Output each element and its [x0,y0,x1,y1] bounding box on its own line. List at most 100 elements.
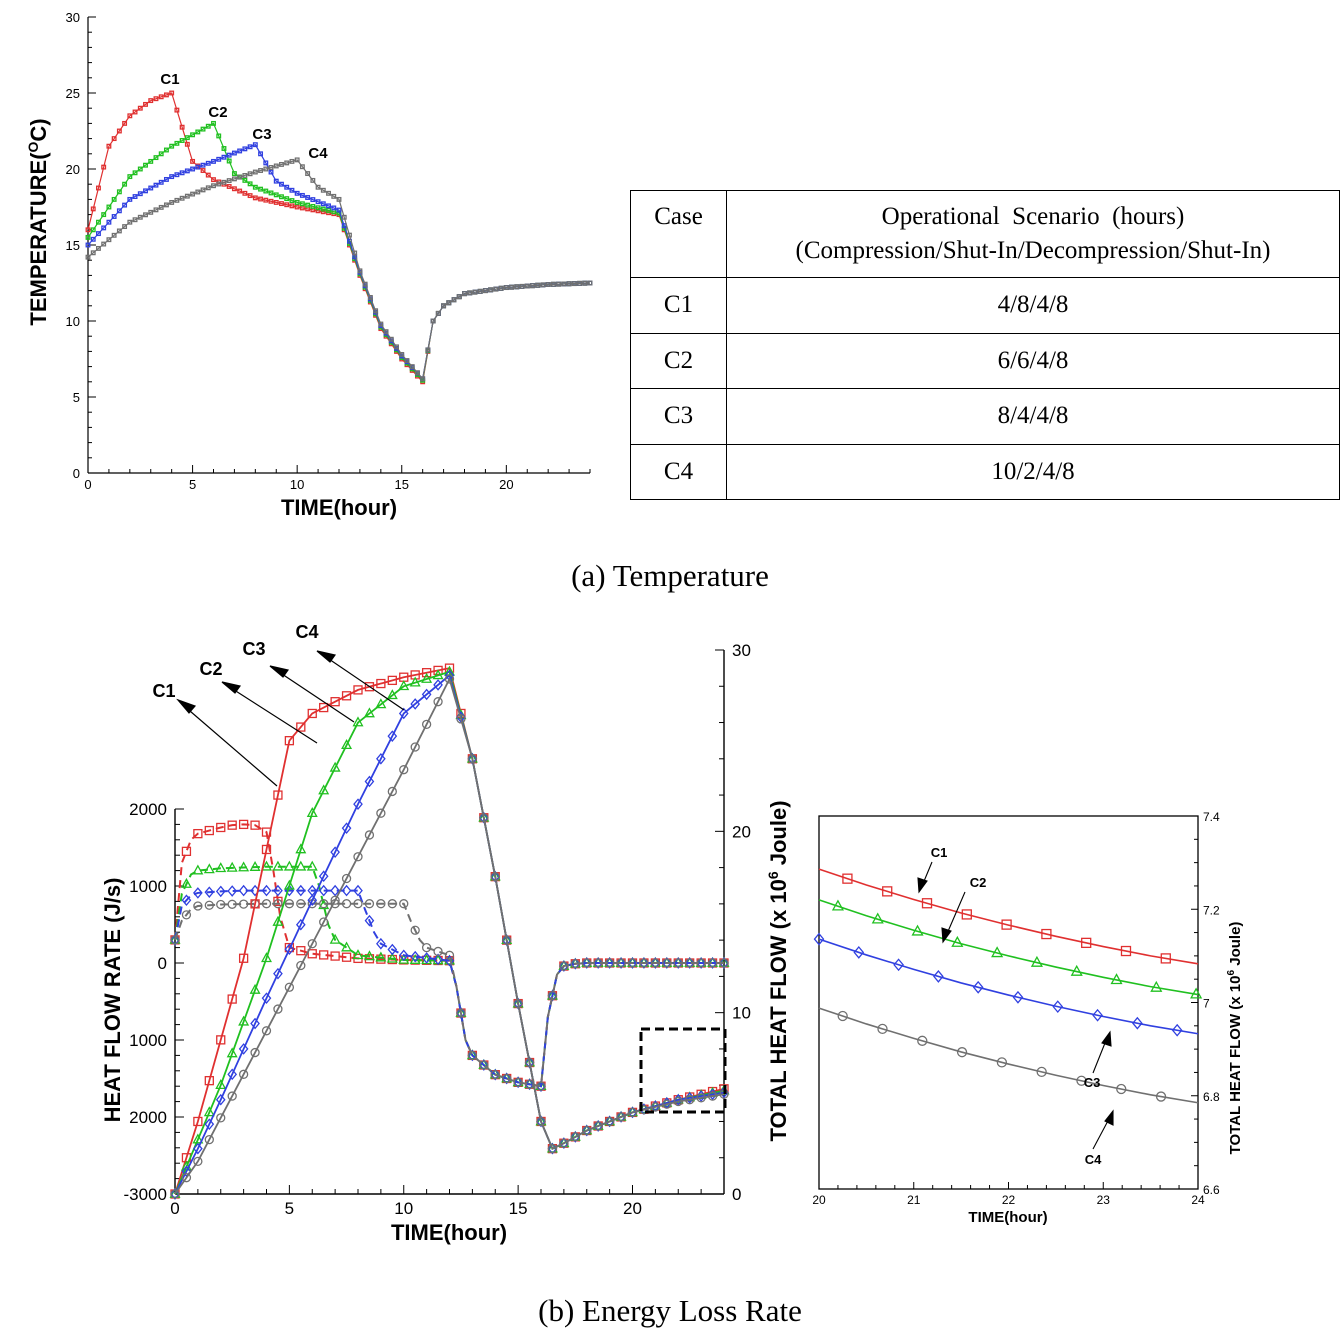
y-tick-label: 2000 [129,1108,167,1127]
data-point [364,899,375,909]
data-point [466,1049,478,1060]
data-point [242,190,248,196]
data-point [227,885,238,897]
data-point [661,957,672,969]
data-point [205,160,211,166]
data-point [673,1096,683,1107]
data-point [190,158,196,164]
series-line [87,122,591,382]
data-point [524,283,530,289]
data-point [221,154,227,160]
data-point [329,933,341,944]
data-point [421,688,432,701]
data-point [502,1073,512,1084]
data-point [250,1017,260,1030]
data-point [90,227,96,233]
data-point [1001,919,1012,930]
data-point [330,697,340,707]
y-tick-label: 5 [73,390,80,405]
data-point [204,886,215,898]
data-point [174,172,180,178]
data-point [593,1121,603,1131]
data-point [216,822,226,833]
y-tick-label: 0 [158,954,167,973]
data-point [204,1134,214,1145]
data-point [116,208,122,214]
data-point [96,245,101,251]
data-point [559,961,569,971]
data-point [85,227,91,233]
data-point [85,242,91,248]
data-point [446,300,452,306]
y-tick-label: 10 [66,314,80,329]
data-point [153,155,159,161]
data-point [215,862,227,873]
data-point [456,294,462,300]
x-axis-label: TIME(hour) [281,495,397,520]
data-point [467,1050,478,1061]
data-point [231,150,237,156]
series-c2 [85,120,593,383]
data-point [101,241,107,247]
data-point [467,290,473,296]
data-point [137,214,143,220]
data-point [190,191,196,197]
x-tick-label: 22 [1002,1193,1016,1207]
data-point [1041,928,1052,940]
data-point [435,310,441,316]
data-point [376,678,386,689]
data-point [326,207,331,213]
data-point [315,184,321,190]
data-point [227,899,237,909]
data-point [294,199,300,205]
y-tick-label: -3000 [124,1185,167,1204]
data-point [158,94,164,100]
data-point [399,765,409,775]
data-point [181,846,192,857]
data-point [536,1081,546,1091]
data-point [190,132,196,138]
data-point [252,195,258,201]
data-point [933,970,944,983]
data-point [582,280,588,286]
data-point [559,960,569,972]
data-point [295,843,307,854]
label-c4: C4 [1085,1152,1102,1167]
data-point [871,912,884,924]
data-point [341,822,352,834]
data-point [279,194,284,200]
data-point [268,169,274,175]
data-point [258,151,264,157]
x-tick-label: 15 [395,477,409,492]
data-point [238,899,249,909]
data-point [577,280,582,286]
data-point [169,199,175,205]
data-point [462,291,467,297]
data-point [211,158,216,164]
data-point [813,932,825,946]
data-point [221,179,227,185]
data-point [315,205,321,211]
data-point [1030,955,1043,967]
data-point [273,199,279,205]
data-point [294,190,300,196]
data-point [174,197,180,203]
data-point [148,158,154,164]
data-point [179,138,185,143]
series-line [818,1007,1199,1104]
data-point [273,899,283,909]
data-point [582,958,592,968]
data-point [205,185,211,191]
inset-series-c4 [818,1007,1199,1104]
data-point [696,1093,706,1103]
total-series-c1 [170,663,729,1199]
data-point [310,197,316,203]
data-point [250,820,260,830]
table-header-row: Case Operational Scenario (hours) (Compr… [630,190,1340,278]
x-tick-label: 10 [290,477,304,492]
data-point [132,217,138,223]
caption-a: (a) Temperature [571,558,769,593]
data-point [893,958,904,972]
data-point [247,171,253,177]
data-point [398,707,409,720]
